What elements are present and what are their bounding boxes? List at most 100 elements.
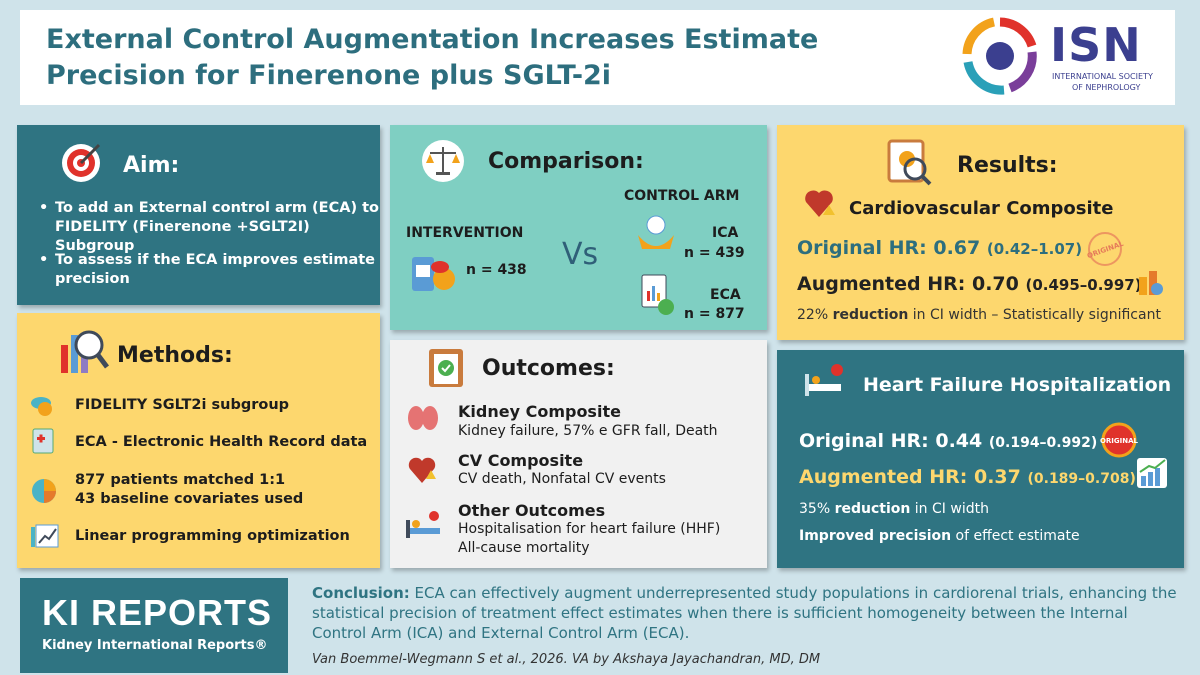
aim-item: precision xyxy=(55,271,130,287)
eca-label: ECA xyxy=(710,287,741,303)
chart-icon xyxy=(31,524,59,548)
hr-ci: (0.189–0.708) xyxy=(1027,471,1136,487)
hr-label: Original HR: 0.67 xyxy=(797,237,981,259)
bed-icon xyxy=(406,511,440,538)
note-rest: of effect estimate xyxy=(955,528,1080,544)
shape xyxy=(999,17,1037,48)
outcome-title: CV Composite xyxy=(458,451,584,470)
logo-subtitle: OF NEPHROLOGY xyxy=(1072,83,1141,92)
shape xyxy=(986,42,1014,70)
shape xyxy=(74,330,104,360)
drug-icon xyxy=(412,257,455,291)
aim-heading: Aim: xyxy=(123,153,180,178)
outcome-line: All-cause mortality xyxy=(458,540,590,556)
shape xyxy=(61,345,68,373)
shape xyxy=(812,376,820,384)
hr-label: Augmented HR: 0.70 xyxy=(797,273,1019,295)
shape xyxy=(899,151,915,167)
shape xyxy=(823,205,835,215)
shape xyxy=(38,402,52,416)
logo-subtitle: INTERNATIONAL SOCIETY xyxy=(1052,72,1153,81)
hf-title: Heart Failure Hospitalization xyxy=(863,374,1172,396)
shape xyxy=(38,528,57,544)
shape xyxy=(412,520,420,528)
shape xyxy=(436,172,450,175)
outcome-title: Other Outcomes xyxy=(458,501,606,520)
shape xyxy=(1155,468,1160,486)
shape xyxy=(44,479,56,491)
outcome-line: Hospitalisation for heart failure (HHF) xyxy=(458,521,721,537)
shape xyxy=(652,286,655,301)
shape xyxy=(658,299,674,315)
shape xyxy=(1148,472,1153,486)
methods-item: Linear programming optimization xyxy=(75,528,350,544)
note-emphasis: reduction xyxy=(832,307,909,323)
shape xyxy=(81,351,88,373)
shape xyxy=(433,268,455,290)
ica-label: ICA xyxy=(712,225,739,241)
brand: KI REPORTS xyxy=(42,592,273,633)
note-rest: in CI width – Statistically significant xyxy=(912,307,1161,323)
note-value: 22% xyxy=(797,307,829,323)
comparison-panel: Comparison: CONTROL ARM INTERVENTION n =… xyxy=(390,125,767,330)
shape xyxy=(426,470,436,479)
scale-icon xyxy=(422,140,464,182)
intervention-label: INTERVENTION xyxy=(406,225,524,241)
shape xyxy=(431,261,449,273)
aim-item: • xyxy=(39,200,49,216)
hr-ci: (0.42–1.07) xyxy=(986,240,1083,258)
header: External Control Augmentation Increases … xyxy=(20,10,1175,105)
outcomes-panel: Outcomes: Kidney Composite Kidney failur… xyxy=(390,340,767,568)
methods-panel: Methods: FIDELITY SGLT2i subgroup ECA - … xyxy=(17,313,380,568)
shape xyxy=(96,353,109,369)
heart-icon xyxy=(408,457,436,483)
methods-item: 877 patients matched 1:1 xyxy=(75,472,286,488)
title: External Control Augmentation Increases … xyxy=(46,24,819,91)
heart-icon xyxy=(805,190,835,217)
hf-note: 35% reduction in CI width xyxy=(799,501,989,517)
methods-item: ECA - Electronic Health Record data xyxy=(75,434,368,450)
original-hr: Original HR: 0.44 (0.194–0.992) xyxy=(799,430,1097,452)
shape xyxy=(1139,459,1166,473)
shape xyxy=(441,364,451,373)
hr-label: Original HR: 0.44 xyxy=(799,430,983,452)
outcomes-heading: Outcomes: xyxy=(482,356,615,381)
hf-note: Improved precision of effect estimate xyxy=(799,528,1080,544)
conclusion-label: Conclusion: xyxy=(312,584,410,602)
improve-icon xyxy=(1139,271,1163,295)
hr-ci: (0.194–0.992) xyxy=(988,435,1098,451)
pills-icon xyxy=(31,397,52,416)
shape xyxy=(831,364,843,376)
conclusion: Conclusion: ECA can effectively augment … xyxy=(312,583,1182,643)
bed-icon xyxy=(805,364,843,396)
conclusion-text: ECA can effectively augment underreprese… xyxy=(312,584,1177,642)
shape xyxy=(35,524,59,548)
shape xyxy=(1139,277,1147,295)
shape xyxy=(963,60,1005,95)
hf-panel: Heart Failure Hospitalization Original H… xyxy=(777,350,1184,568)
shape xyxy=(805,374,809,396)
methods-item: 43 baseline covariates used xyxy=(75,491,304,507)
ica-icon xyxy=(638,215,674,249)
note-rest: in CI width xyxy=(914,501,989,517)
shape xyxy=(422,406,438,430)
result-note: 22% reduction in CI width – Statisticall… xyxy=(797,307,1161,323)
original-hr: Original HR: 0.67 (0.42–1.07) xyxy=(797,237,1082,259)
shape xyxy=(426,154,434,163)
note-emphasis: Improved precision xyxy=(799,528,952,544)
shape xyxy=(31,527,35,547)
aim-item: • xyxy=(39,252,49,268)
note-value: 35% xyxy=(799,501,831,517)
shape xyxy=(452,154,460,163)
outcome-line: CV death, Nonfatal CV events xyxy=(458,471,666,487)
logo-text: ISN xyxy=(1050,18,1142,72)
aim-item: To assess if the ECA improves estimate xyxy=(55,252,376,268)
vs: Vs xyxy=(562,237,599,272)
brand-box: KI REPORTS Kidney International Reports® xyxy=(20,578,288,673)
clipboard-icon xyxy=(429,349,463,387)
aim-panel: Aim: • To add an External control arm (E… xyxy=(17,125,380,305)
aim-item: FIDELITY (Finerenone +SGLT2I) Subgroup xyxy=(55,219,310,254)
shape xyxy=(406,520,410,538)
shape xyxy=(657,293,660,301)
